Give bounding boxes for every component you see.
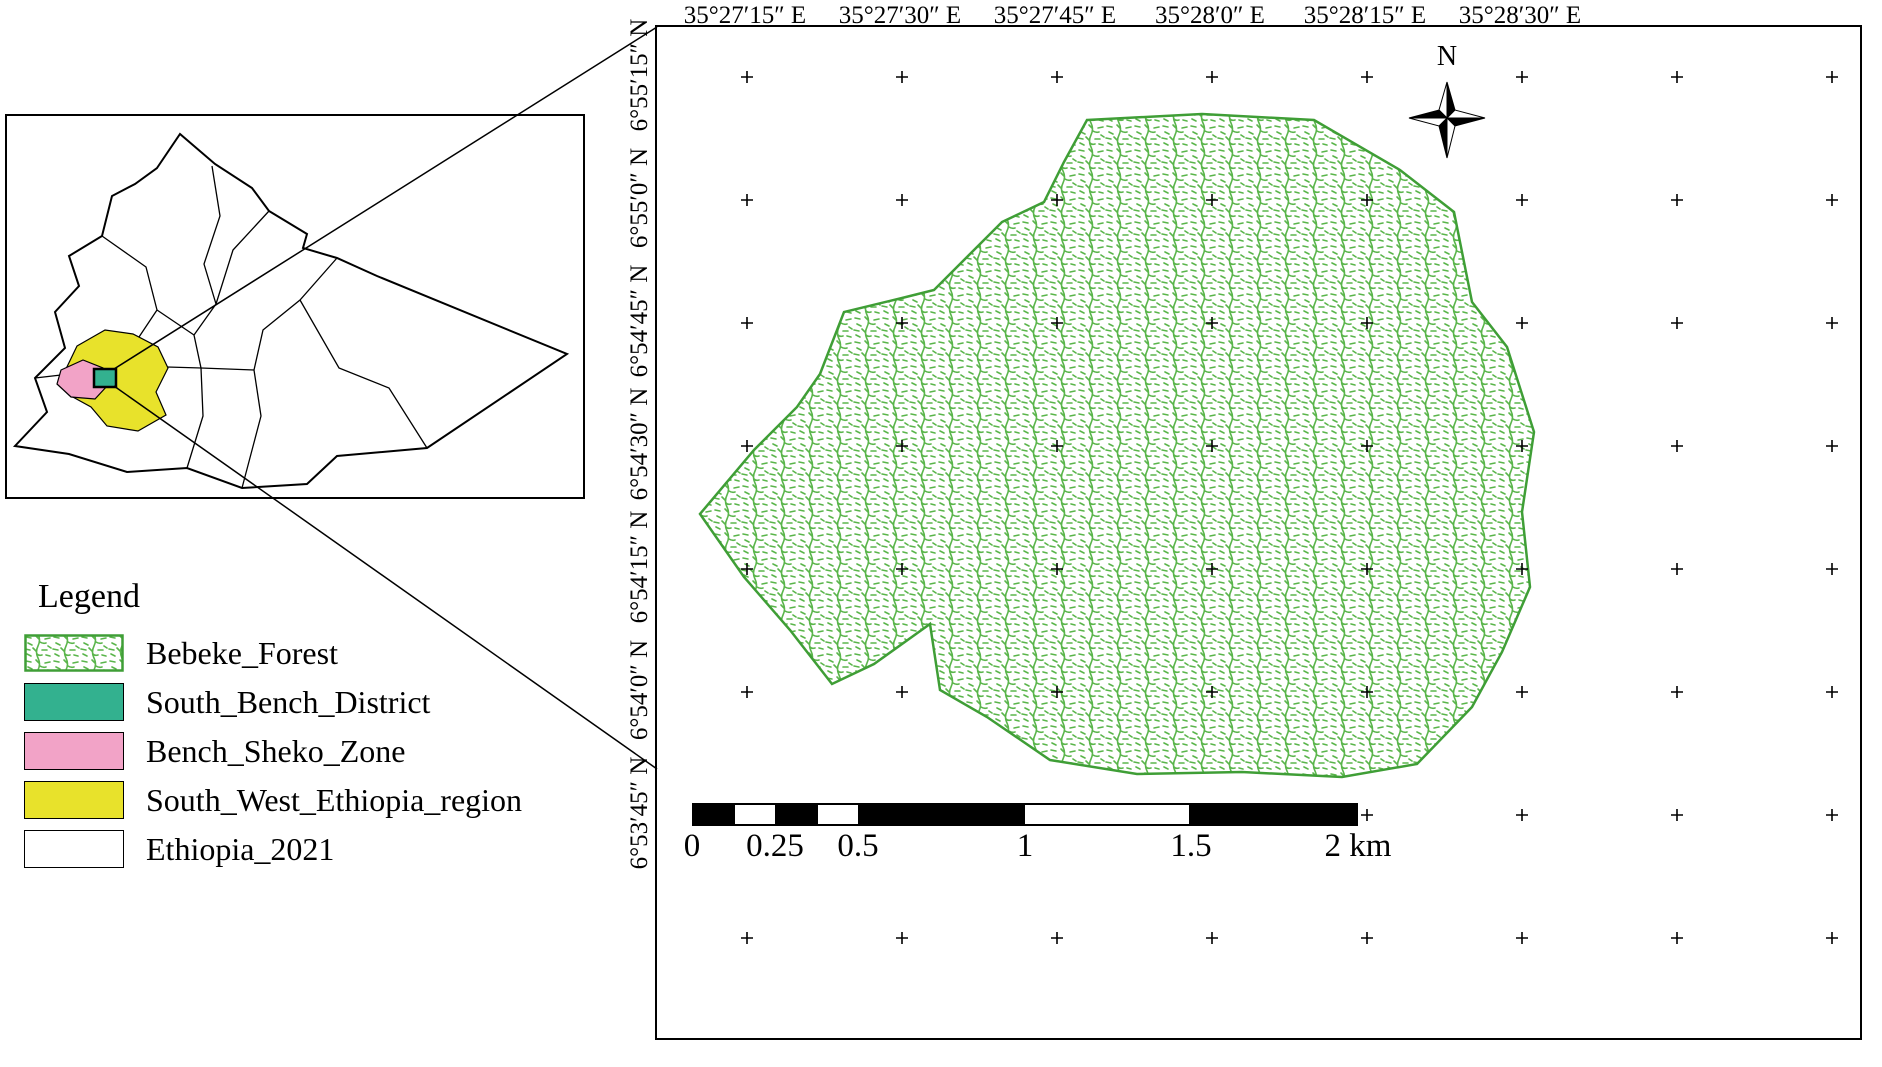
lat-label-1: 6°55′0″ N <box>626 147 653 249</box>
legend-item-south-west-ethiopia-region: South_West_Ethiopia_region <box>24 781 522 819</box>
lat-label-5: 6°54′0″ N <box>626 639 653 741</box>
legend: Legend Bebeke_Forest South_Bench_Distric… <box>24 578 522 879</box>
legend-swatch-bench-sheko-zone <box>24 732 124 770</box>
bebeke-forest-polygon <box>698 112 1536 779</box>
lon-label-0: 35°27′15″ E <box>683 2 807 29</box>
legend-item-bebeke-forest: Bebeke_Forest <box>24 634 522 672</box>
legend-label-ethiopia-2021: Ethiopia_2021 <box>146 830 335 867</box>
legend-item-south-bench-district: South_Bench_District <box>24 683 522 721</box>
scale-label-3: 1 <box>1016 828 1034 864</box>
lon-label-2: 35°27′45″ E <box>993 2 1117 29</box>
legend-title: Legend <box>38 578 140 615</box>
ethiopia-inset-map <box>5 114 585 499</box>
legend-label-south-west-ethiopia-region: South_West_Ethiopia_region <box>146 781 523 818</box>
lat-label-6: 6°53′45″ N <box>626 756 653 870</box>
scale-label-2: 0.5 <box>837 828 879 864</box>
legend-swatch-ethiopia-2021 <box>24 830 124 868</box>
graticule-crosses <box>741 71 1838 944</box>
north-arrow-label: N <box>1436 41 1458 72</box>
legend-label-south-bench-district: South_Bench_District <box>146 683 431 720</box>
north-arrow: N <box>1402 41 1492 163</box>
study-area-rectangle <box>92 367 118 389</box>
legend-label-bench-sheko-zone: Bench_Sheko_Zone <box>146 732 406 769</box>
lat-label-3: 6°54′30″ N <box>626 387 653 501</box>
lat-label-2: 6°54′45″ N <box>626 264 653 378</box>
legend-label-bebeke-forest: Bebeke_Forest <box>146 634 338 671</box>
lon-label-3: 35°28′0″ E <box>1155 2 1265 29</box>
legend-swatch-forest <box>24 634 124 672</box>
lon-label-1: 35°27′30″ E <box>838 2 962 29</box>
ethiopia-outline <box>12 132 570 490</box>
lat-label-0: 6°55′15″ N <box>626 18 653 132</box>
legend-item-ethiopia-2021: Ethiopia_2021 <box>24 830 522 868</box>
scale-bar <box>692 803 1358 826</box>
scale-label-0: 0 <box>683 828 701 864</box>
scale-label-1: 0.25 <box>746 828 804 864</box>
lon-label-5: 35°28′30″ E <box>1458 2 1582 29</box>
lat-label-4: 6°54′15″ N <box>626 510 653 624</box>
compass-rose-icon <box>1408 81 1486 159</box>
lon-label-4: 35°28′15″ E <box>1303 2 1427 29</box>
legend-item-bench-sheko-zone: Bench_Sheko_Zone <box>24 732 522 770</box>
scale-label-5: 2 km <box>1324 828 1392 864</box>
legend-swatch-south-bench-district <box>24 683 124 721</box>
legend-swatch-south-west-ethiopia-region <box>24 781 124 819</box>
main-map-panel: N 0 0.25 0.5 1 1.5 2 km <box>655 25 1862 1040</box>
scale-label-4: 1.5 <box>1170 828 1212 864</box>
